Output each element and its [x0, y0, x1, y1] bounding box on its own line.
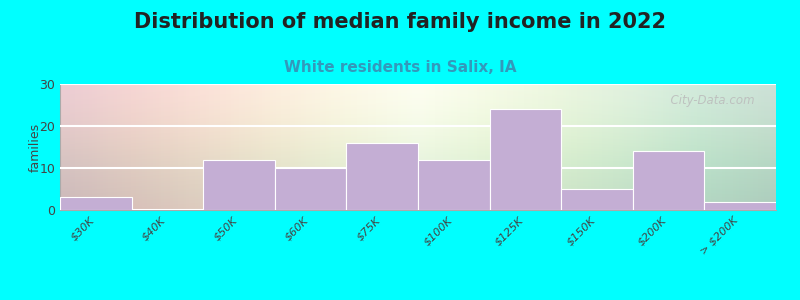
Bar: [60, 197, 132, 210]
Text: City-Data.com: City-Data.com: [663, 94, 754, 107]
Text: White residents in Salix, IA: White residents in Salix, IA: [284, 60, 516, 75]
Bar: [418, 160, 490, 210]
Y-axis label: families: families: [29, 122, 42, 172]
Bar: [203, 160, 275, 210]
Bar: [275, 168, 346, 210]
Bar: [346, 143, 418, 210]
Bar: [562, 189, 633, 210]
Text: Distribution of median family income in 2022: Distribution of median family income in …: [134, 12, 666, 32]
Bar: [633, 151, 705, 210]
Bar: [705, 202, 776, 210]
Bar: [490, 109, 562, 210]
